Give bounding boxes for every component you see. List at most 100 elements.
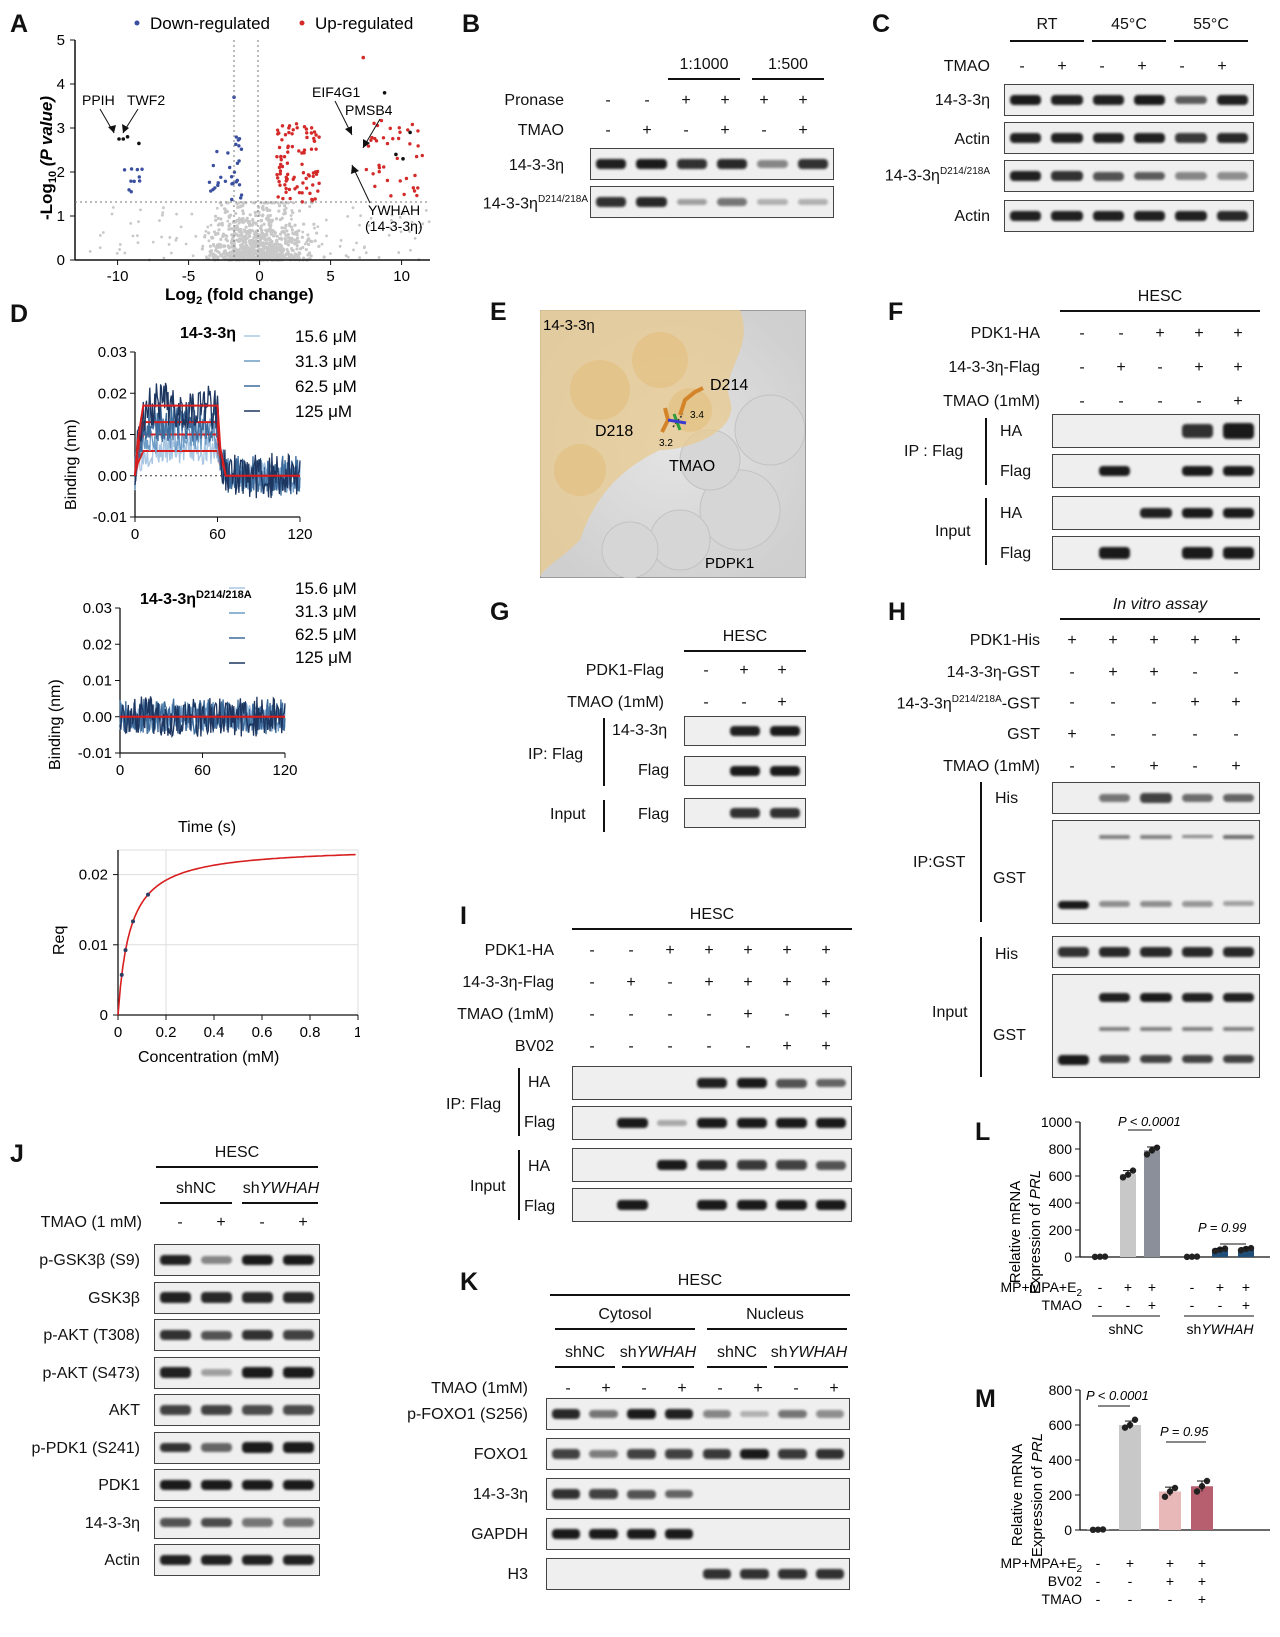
- band: [617, 1118, 647, 1129]
- volcano-xtick: 5: [326, 268, 334, 285]
- bli-legend-1: 31.3 μM: [295, 602, 357, 621]
- band: [703, 1449, 732, 1459]
- band: [1182, 835, 1213, 838]
- tmao-sign-h-1: -: [1103, 758, 1123, 776]
- ha-label-f1: HA: [1000, 423, 1022, 441]
- band: [1058, 947, 1089, 957]
- volcano-xlabel: Log2 (fold change): [165, 285, 314, 305]
- pdk1-sign-h-2: +: [1144, 632, 1164, 650]
- legend-up: Up-regulated: [315, 14, 413, 33]
- l-row2-label: TMAO: [1042, 1297, 1083, 1313]
- tmao-sign-h-4: +: [1226, 758, 1246, 776]
- bli-legend-2: 62.5 μM: [295, 377, 357, 396]
- pdk1-sign-g-2: +: [772, 662, 792, 680]
- band: [160, 1555, 191, 1565]
- band: [1182, 947, 1213, 957]
- blot-j-row-8: [154, 1544, 320, 1576]
- band: [778, 1569, 807, 1579]
- tmao-sign-b-0: -: [598, 122, 618, 140]
- k-row-label-0: p-FOXO1 (S256): [370, 1406, 528, 1424]
- tmao-sign-b-3: +: [715, 122, 735, 140]
- volcano-ytick: 0: [57, 252, 65, 269]
- pdk1-sign-i-3: +: [699, 942, 719, 960]
- band: [1182, 901, 1213, 907]
- blot-j-row-0: [154, 1244, 320, 1276]
- bar-ytick: 200: [1049, 1222, 1073, 1238]
- shywhah-label-k1: shYWHAH: [618, 1344, 698, 1362]
- blot-c-actin1: [1004, 122, 1254, 154]
- req-xtick: 0: [114, 1024, 122, 1041]
- input-label-g: Input: [550, 806, 586, 824]
- tmao-sign-g-1: -: [734, 694, 754, 712]
- blot-c-actin2: [1004, 200, 1254, 232]
- gst-label-h2: GST: [993, 1027, 1026, 1045]
- eta-sign-i-5: +: [777, 974, 797, 992]
- eta-label-b: 14-3-3η: [440, 157, 564, 175]
- band: [665, 1490, 694, 1499]
- gene-ywhah: YWHAH: [368, 202, 420, 218]
- req-xlabel: Concentration (mM): [138, 1049, 279, 1066]
- his-label-h1: His: [995, 790, 1018, 808]
- eta-sign-h-0: -: [1062, 664, 1082, 682]
- band: [1099, 901, 1130, 907]
- blot-k-row-4: [546, 1558, 850, 1590]
- tmao-sign-i-4: +: [738, 1006, 758, 1024]
- req-xtick: 1: [354, 1024, 360, 1041]
- band: [552, 1489, 581, 1499]
- band: [242, 1442, 273, 1453]
- band: [552, 1529, 581, 1540]
- band: [770, 766, 800, 777]
- band: [201, 1518, 232, 1527]
- pdk1-sign-i-0: -: [582, 942, 602, 960]
- eta-sign-f-2: -: [1150, 359, 1170, 377]
- m-row3-sign: -: [1096, 1591, 1101, 1607]
- bv-sign-i-0: -: [582, 1038, 602, 1056]
- band: [242, 1480, 273, 1491]
- pdk1-sign-h-3: +: [1185, 632, 1205, 650]
- hesc-label-i: HESC: [572, 906, 852, 924]
- bar-ytick: 1000: [1041, 1114, 1072, 1130]
- mut-sign-h-3: +: [1185, 694, 1205, 712]
- blot-j-row-5: [154, 1432, 320, 1464]
- band: [730, 808, 760, 818]
- m-ylabel-2: Expression of PRL: [1029, 1433, 1046, 1557]
- band: [1058, 1055, 1089, 1065]
- j-row-label-1: GSK3β: [0, 1290, 140, 1308]
- bli-legend-2: 62.5 μM: [295, 625, 357, 644]
- band: [283, 1405, 314, 1414]
- bar-point: [1194, 1488, 1200, 1494]
- eta-sign-i-0: -: [582, 974, 602, 992]
- gst-sign-h-1: -: [1103, 726, 1123, 744]
- m-row3-sign: -: [1128, 1591, 1133, 1607]
- band: [596, 197, 627, 207]
- nucleus-label: Nucleus: [705, 1306, 845, 1324]
- bli-title-2: 14-3-3ηD214/218A: [140, 589, 252, 608]
- pdk1-sign-i-4: +: [738, 942, 758, 960]
- band: [703, 1569, 732, 1579]
- band: [1099, 835, 1130, 839]
- band: [1217, 211, 1248, 221]
- band: [1010, 211, 1041, 221]
- cytosol-label: Cytosol: [555, 1306, 695, 1324]
- blot-k-row-3: [546, 1518, 850, 1550]
- l-row1-sign: -: [1098, 1279, 1103, 1295]
- eta-sign-f-3: +: [1189, 359, 1209, 377]
- blot-c-eta: [1004, 84, 1254, 116]
- structure-tmao: TMAO: [669, 458, 715, 475]
- panel-label-d: D: [10, 300, 28, 329]
- band: [201, 1443, 232, 1452]
- band: [1010, 95, 1041, 106]
- m-row2-sign: -: [1096, 1573, 1101, 1589]
- band: [776, 1079, 806, 1088]
- band: [1099, 1055, 1130, 1063]
- mut-sign-h-0: -: [1062, 694, 1082, 712]
- panel-label-i: I: [460, 902, 467, 931]
- bli-xtick: 120: [272, 762, 297, 779]
- band: [798, 159, 829, 169]
- pdk1-sign-f-1: -: [1111, 325, 1131, 343]
- band: [1093, 95, 1124, 105]
- band: [242, 1255, 273, 1266]
- legend-down: Down-regulated: [150, 14, 270, 33]
- tmao-label-j: TMAO (1 mM): [10, 1214, 142, 1232]
- m-row2-label: BV02: [1048, 1573, 1082, 1589]
